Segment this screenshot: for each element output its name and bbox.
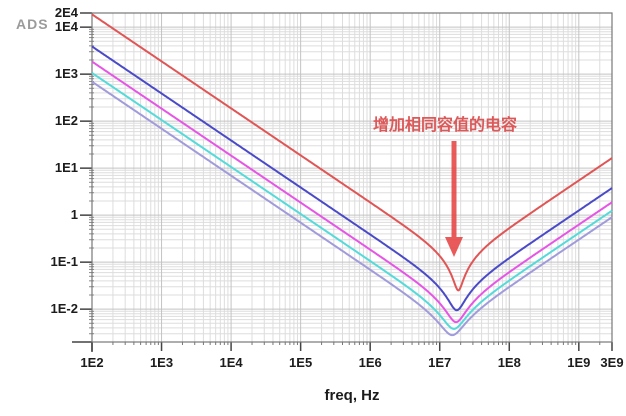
ads-logo: ADS <box>16 16 49 32</box>
x-tick-label: 1E5 <box>289 355 313 370</box>
trace-cyan <box>91 72 613 330</box>
x-tick-label: 1E3 <box>149 355 174 370</box>
x-tick-label: 1E7 <box>428 355 452 370</box>
y-tick-label: 1E2 <box>54 113 78 129</box>
y-tick-label: 1 <box>70 207 78 223</box>
y-tick-label: 1E3 <box>54 66 78 82</box>
y-tick-label: 1E4 <box>54 19 78 35</box>
y-tick-label: 1E-2 <box>50 301 78 317</box>
trace-blue <box>91 45 613 312</box>
annotation-text: 增加相同容值的电容 <box>372 117 518 134</box>
x-tick-label: 1E9 <box>567 355 591 370</box>
x-tick-label: 1E2 <box>80 355 104 370</box>
trace-magenta <box>91 60 613 324</box>
x-tick-label: 3E9 <box>600 355 624 370</box>
y-tick-label: 1E-1 <box>50 254 78 270</box>
plot-frame <box>91 12 613 343</box>
x-tick-label: 1E4 <box>219 355 243 370</box>
x-tick-label: 1E8 <box>497 355 521 370</box>
y-tick-label: 1E1 <box>54 160 78 176</box>
trace-purple <box>91 80 613 337</box>
y-tick-label: 2E4 <box>54 5 78 20</box>
x-tick-label: 1E6 <box>358 355 382 370</box>
x-axis-title: freq, Hz <box>324 387 380 404</box>
down-arrow-icon <box>445 141 463 257</box>
trace-red <box>91 13 613 292</box>
